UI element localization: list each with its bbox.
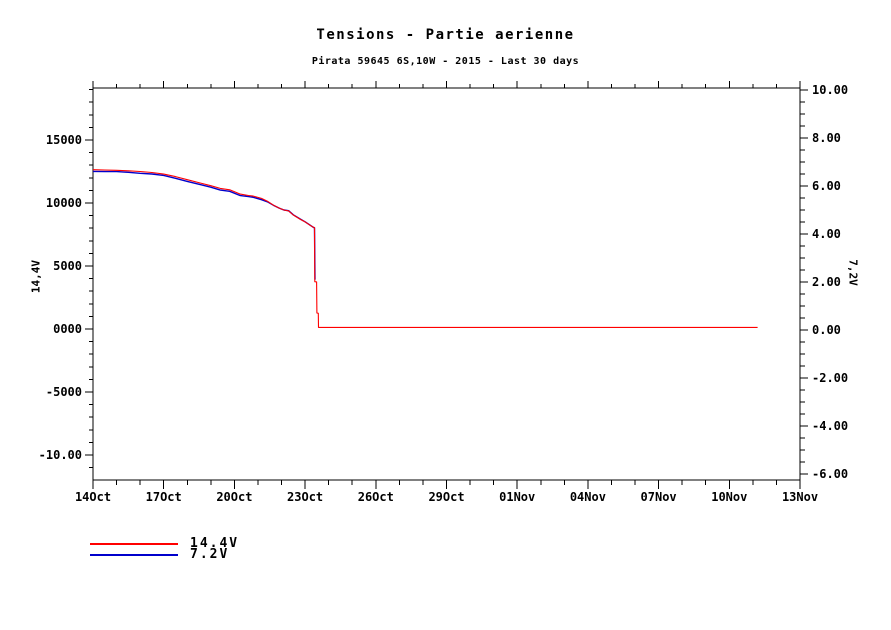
svg-text:10000: 10000 xyxy=(46,196,82,210)
svg-text:-4.00: -4.00 xyxy=(812,419,848,433)
legend-item-14-4v: 14.4V xyxy=(90,536,240,551)
svg-text:26Oct: 26Oct xyxy=(358,490,394,504)
left-axis-ticks xyxy=(85,89,93,469)
x-axis-labels: 14Oct 17Oct 20Oct 23Oct 26Oct 29Oct 01Nov 04Nov… xyxy=(75,490,818,504)
left-axis-tick-labels: 15000 10000 5000 0000 -5000 -10.00 xyxy=(39,133,82,462)
legend-item-7-2v: 7.2V xyxy=(90,547,239,562)
series-line-14-4V xyxy=(92,169,758,328)
svg-text:23Oct: 23Oct xyxy=(287,490,323,504)
legend-line-blue xyxy=(90,553,178,556)
svg-text:4.00: 4.00 xyxy=(812,227,841,241)
right-axis-ticks xyxy=(800,89,808,475)
svg-text:20Oct: 20Oct xyxy=(216,490,252,504)
svg-text:01Nov: 01Nov xyxy=(499,490,535,504)
svg-text:13Nov: 13Nov xyxy=(782,490,818,504)
svg-text:0.00: 0.00 xyxy=(812,323,841,337)
svg-text:0000: 0000 xyxy=(53,322,82,336)
svg-text:07Nov: 07Nov xyxy=(641,490,677,504)
svg-text:-6.00: -6.00 xyxy=(812,467,848,481)
svg-text:-5000: -5000 xyxy=(46,385,82,399)
series-line-7-2V xyxy=(92,170,316,280)
x-axis-ticks xyxy=(92,81,801,489)
right-axis-tick-labels: 10.00 8.00 6.00 4.00 2.00 0.00 -2.00 -4.00 -6.00 xyxy=(812,83,848,481)
legend-label-7-2v: 7.2V xyxy=(190,547,230,562)
plot-frame xyxy=(92,87,801,481)
chart-subtitle: Pirata 59645 6S,10W - 2015 - Last 30 day… xyxy=(311,56,580,67)
svg-text:10Nov: 10Nov xyxy=(711,490,747,504)
chart-title: Tensions - Partie aerienne xyxy=(316,27,575,43)
svg-text:2.00: 2.00 xyxy=(812,275,841,289)
svg-text:-2.00: -2.00 xyxy=(812,371,848,385)
legend-line-red xyxy=(90,542,178,545)
svg-text:5000: 5000 xyxy=(53,259,82,273)
svg-text:10.00: 10.00 xyxy=(812,83,848,97)
legend: 14.4V 7.2V xyxy=(90,536,240,562)
svg-text:14Oct: 14Oct xyxy=(75,490,111,504)
svg-text:17Oct: 17Oct xyxy=(146,490,182,504)
svg-text:29Oct: 29Oct xyxy=(428,490,464,504)
svg-text:6.00: 6.00 xyxy=(812,179,841,193)
svg-text:04Nov: 04Nov xyxy=(570,490,606,504)
svg-text:8.00: 8.00 xyxy=(812,131,841,145)
svg-text:15000: 15000 xyxy=(46,133,82,147)
legend-label-14-4v: 14.4V xyxy=(190,536,240,551)
svg-text:-10.00: -10.00 xyxy=(39,448,82,462)
